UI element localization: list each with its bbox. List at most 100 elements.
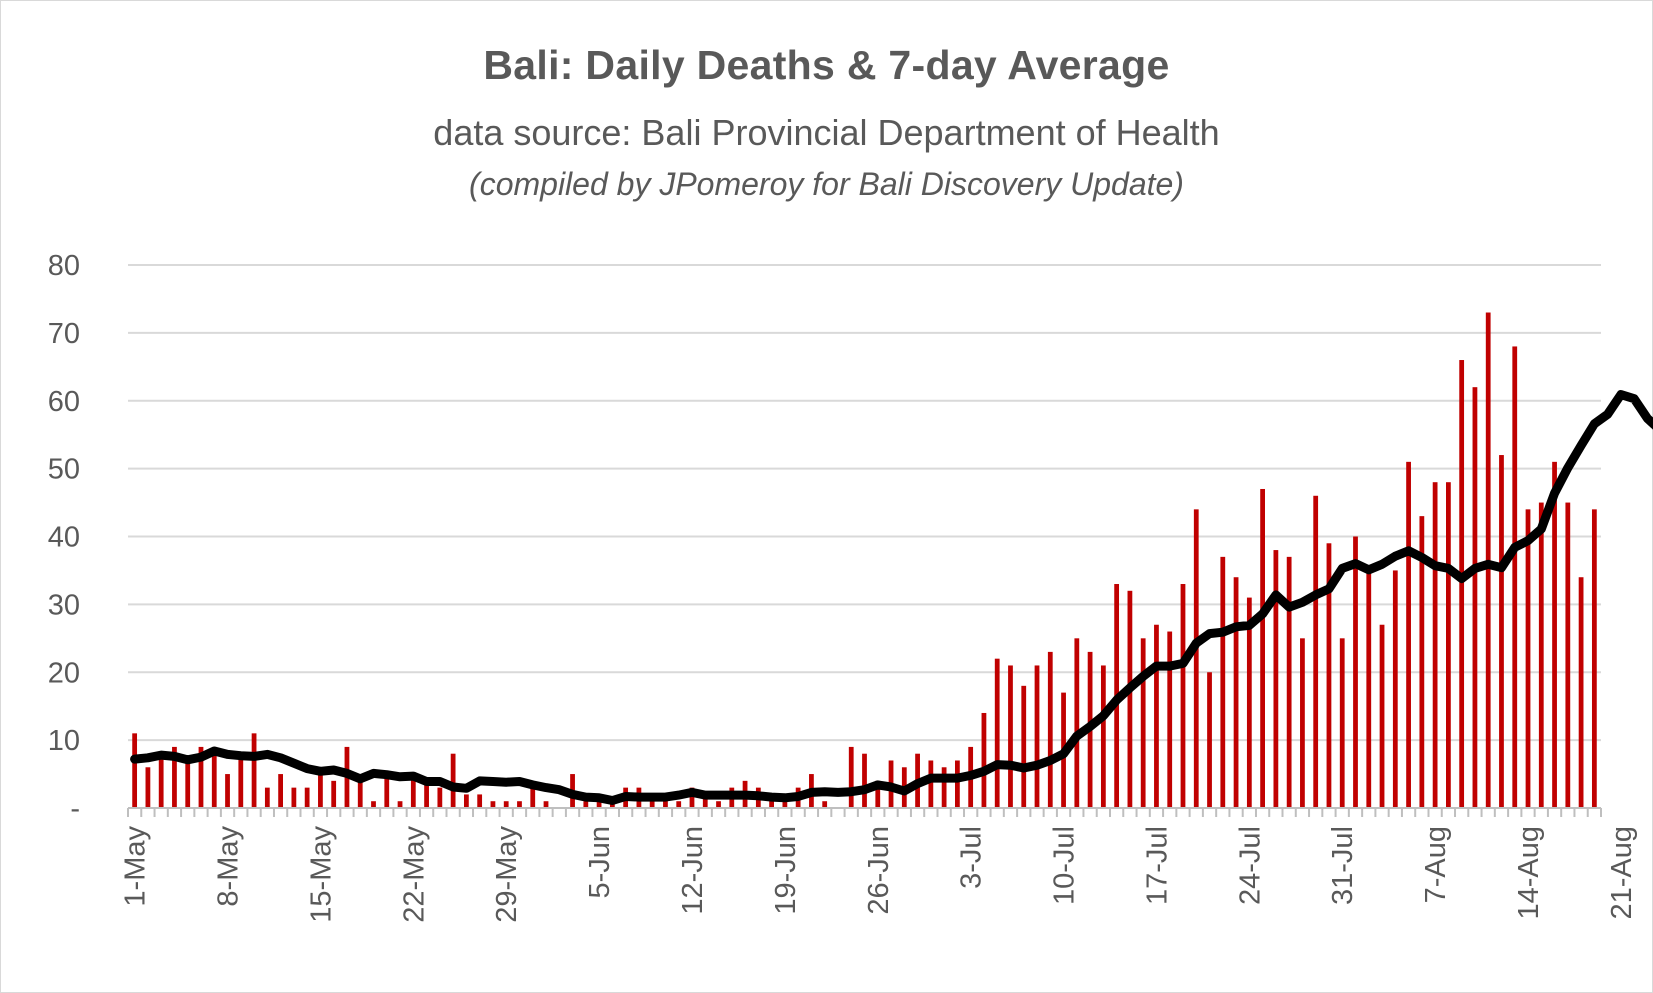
x-tick-label-7-Aug: 7-Aug [1420,826,1452,903]
bar-day-70 [1047,651,1053,808]
bar-day-109 [1565,502,1571,808]
bar-day-79 [1167,631,1173,808]
bar-day-12 [278,774,283,808]
chart-title: Bali: Daily Deaths & 7-day Average [483,42,1170,88]
bar-day-95 [1379,624,1385,808]
bar-day-106 [1525,509,1531,808]
x-tick-label-22-May: 22-May [398,826,430,923]
bar-day-81 [1193,509,1199,808]
bar-day-101 [1459,360,1465,808]
bar-day-89 [1300,638,1305,808]
bar-day-56 [862,753,867,808]
bar-day-2 [145,767,151,808]
bar-day-24 [437,787,443,808]
x-axis [127,807,1602,817]
bar-day-88 [1286,556,1292,808]
x-tick-label-3-Jul: 3-Jul [956,826,988,889]
x-tick-label-14-Aug: 14-Aug [1513,826,1545,920]
bar-day-15 [318,767,323,808]
bar-day-8 [225,774,230,808]
bar-day-3 [158,753,164,808]
bar-day-97 [1406,461,1411,808]
bar-day-25 [450,753,456,808]
bar-day-14 [304,787,310,808]
bar-day-42 [676,801,682,808]
bar-day-11 [264,787,270,808]
x-tick-label-10-Jul: 10-Jul [1049,826,1081,905]
bar-day-22 [410,774,416,808]
bar-day-84 [1233,577,1239,808]
x-tick-label-26-Jun: 26-Jun [863,826,895,915]
bar-day-90 [1313,495,1319,808]
bar-day-28 [490,801,496,808]
bar-day-29 [503,801,509,808]
bar-day-63 [955,760,960,808]
bar-day-26 [464,794,469,808]
bar-day-100 [1446,482,1451,808]
x-tick-label-12-Jun: 12-Jun [677,826,709,915]
bar-day-85 [1246,597,1252,808]
bar-day-98 [1419,516,1425,808]
bar-day-74 [1100,665,1106,808]
bar-day-18 [357,774,363,808]
bar-day-78 [1154,624,1159,808]
bar-day-77 [1140,638,1146,808]
x-tick-label-1-May: 1-May [120,826,152,907]
bar-day-5 [185,760,191,808]
seven-day-average-line [130,390,1653,805]
bar-day-44 [702,794,708,808]
bar-day-104 [1499,455,1504,808]
bar-day-66 [994,658,1000,808]
bar-day-87 [1273,550,1279,808]
bar-day-80 [1180,584,1186,808]
bar-day-67 [1008,665,1013,808]
bar-day-62 [941,767,947,808]
bar-day-4 [172,746,177,808]
y-tick-label-20: 20 [48,657,80,689]
bar-day-55 [848,746,854,808]
x-tick-label-24-Jul: 24-Jul [1234,826,1266,905]
bar-day-68 [1021,685,1027,808]
bar-day-92 [1339,638,1345,808]
bar-day-31 [530,787,536,808]
y-tick-label-70: 70 [48,318,80,350]
y-tick-label-10: 10 [48,725,80,757]
y-tick-label-60: 60 [48,386,80,418]
x-tick-label-17-Jul: 17-Jul [1141,826,1173,905]
bar-day-21 [397,801,403,808]
y-tick-label-50: 50 [48,454,80,486]
y-tick-label-30: 30 [48,589,80,621]
bar-day-20 [384,774,390,808]
bar-day-99 [1432,482,1438,808]
bar-day-110 [1578,577,1584,808]
bar-day-94 [1366,570,1372,808]
bar-day-108 [1552,461,1557,808]
tick-labels: - 10 20 30 40 50 60 70 80 1-May 8-May 15-May 22-May 2… [48,250,1638,923]
chart-note: (compiled by JPomeroy for Bali Discovery… [469,166,1184,202]
bar-day-32 [543,801,549,808]
bar-day-27 [477,794,483,808]
bar-day-102 [1472,387,1478,808]
bar-day-16 [331,780,337,808]
bar-day-43 [689,787,695,808]
bar-day-7 [211,753,217,808]
x-tick-label-29-May: 29-May [491,826,523,923]
bar-day-53 [822,801,828,808]
daily-deaths-bars [132,312,1597,808]
chart-subtitle: data source: Bali Provincial Department … [433,112,1220,153]
bar-day-82 [1207,672,1212,808]
bar-day-61 [928,760,934,808]
bar-day-105 [1512,346,1518,808]
bar-day-45 [716,801,721,808]
y-tick-label-40: 40 [48,522,80,554]
bar-day-13 [291,787,297,808]
bar-day-93 [1353,536,1358,808]
x-tick-label-8-May: 8-May [213,826,245,907]
bar-day-111 [1591,509,1597,808]
x-tick-label-15-May: 15-May [305,826,337,923]
x-tick-label-5-Jun: 5-Jun [584,826,616,899]
bar-day-91 [1326,543,1332,808]
y-tick-label-0: - [70,793,80,825]
